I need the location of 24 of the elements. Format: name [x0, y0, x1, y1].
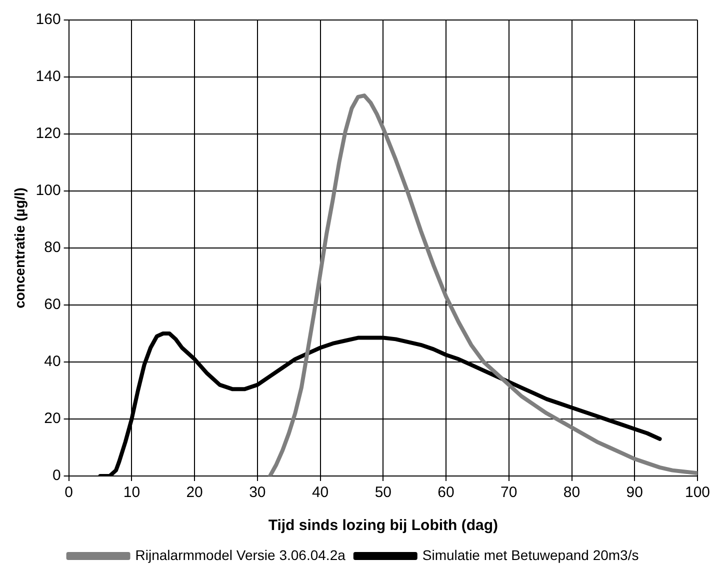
x-tick-label: 70: [500, 484, 518, 502]
y-tick-label: 160: [36, 11, 61, 28]
x-tick-label: 40: [312, 484, 329, 502]
y-tick-label: 0: [52, 467, 61, 484]
y-tick-label: 60: [44, 296, 61, 314]
y-tick-label: 100: [36, 182, 61, 200]
x-tick-label: 0: [64, 484, 73, 502]
y-tick-label: 120: [36, 125, 61, 142]
y-tick-label: 80: [44, 239, 61, 256]
x-tick-label: 100: [684, 484, 710, 502]
x-tick-label: 30: [249, 484, 266, 502]
y-tick-label: 20: [44, 410, 61, 428]
x-tick-label: 50: [374, 484, 392, 502]
x-tick-label: 90: [626, 484, 643, 502]
legend-label: Rijnalarmmodel Versie 3.06.04.2a: [135, 546, 346, 563]
x-tick-label: 20: [186, 484, 203, 502]
y-axis-title: concentratie (µg/l): [11, 188, 28, 308]
x-axis-title: Tijd sinds lozing bij Lobith (dag): [268, 517, 498, 534]
legend-label: Simulatie met Betuwepand 20m3/s: [422, 546, 639, 563]
y-tick-label: 40: [44, 353, 61, 370]
x-tick-label: 60: [438, 484, 454, 502]
x-tick-label: 10: [123, 484, 140, 502]
x-tick-label: 80: [563, 484, 580, 502]
y-tick-label: 140: [36, 68, 61, 86]
